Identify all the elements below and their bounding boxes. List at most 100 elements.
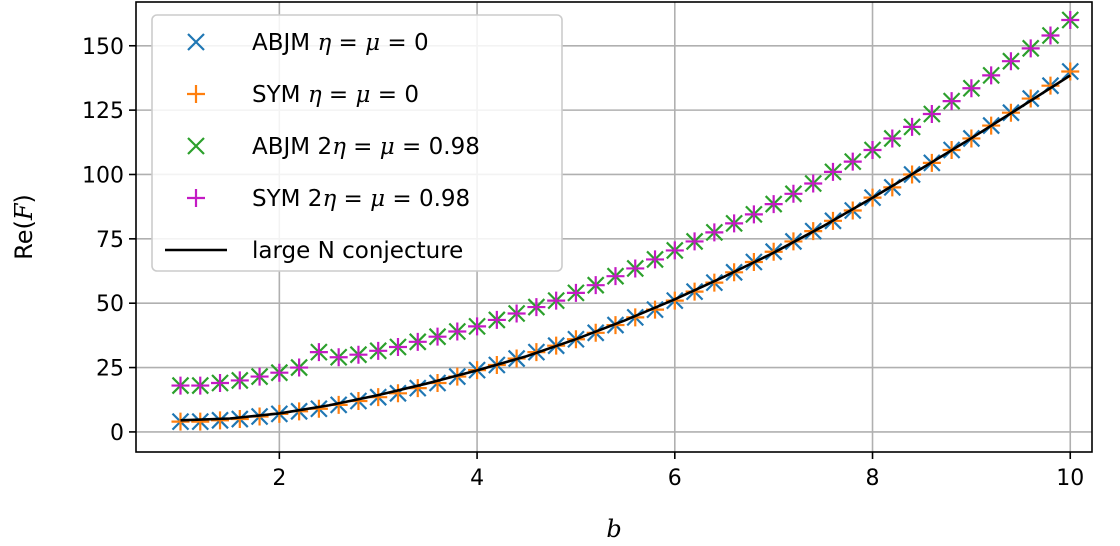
data-point <box>191 376 210 395</box>
data-point <box>1061 62 1080 81</box>
y-axis-label-prefix: Re( <box>10 220 38 260</box>
legend-label-part: η <box>322 186 336 212</box>
y-tick-label: 0 <box>110 421 124 446</box>
x-tick-label: 6 <box>668 466 682 491</box>
legend-label-part: = 0.98 <box>385 186 470 212</box>
data-point <box>171 376 190 395</box>
series-5 <box>180 74 1071 422</box>
data-point <box>270 363 289 382</box>
legend-marker <box>187 85 205 103</box>
data-point <box>448 322 467 341</box>
legend-item: ABJM 2η = μ = 0.98 <box>187 134 480 160</box>
data-point <box>843 152 862 171</box>
legend-label-part: = 0 <box>370 82 419 108</box>
y-axis-label-var: F <box>10 202 38 221</box>
x-tick-label: 4 <box>470 466 484 491</box>
data-point <box>507 304 526 323</box>
legend-marker <box>187 137 205 155</box>
legend-item: SYM η = μ = 0 <box>187 82 419 108</box>
x-axis: 2 4 6 8 10 <box>272 452 1084 491</box>
data-point <box>369 341 388 360</box>
axes-frame <box>135 1 1093 453</box>
legend-label-part: μ <box>356 82 371 108</box>
data-point <box>191 412 210 431</box>
legend-label-part: = <box>336 186 370 212</box>
data-point <box>250 367 269 386</box>
legend-frame <box>151 14 563 272</box>
legend-label: large N conjecture <box>252 238 463 264</box>
legend-label-part: ABJM 2 <box>252 134 332 160</box>
legend-label-part: η <box>332 134 346 160</box>
x-axis-label: b <box>606 515 621 543</box>
data-point <box>626 259 645 278</box>
data-point <box>1021 89 1040 108</box>
legend-label: SYM η = μ = 0 <box>252 82 419 108</box>
data-point <box>329 348 348 367</box>
legend-label-part: = 0.98 <box>395 134 480 160</box>
data-point <box>784 184 803 203</box>
data-point <box>211 374 230 393</box>
data-point <box>547 291 566 310</box>
data-point <box>290 358 309 377</box>
legend-label-part: η <box>308 82 322 108</box>
data-point <box>922 104 941 123</box>
data-point <box>962 79 981 98</box>
plot-area <box>171 11 1080 431</box>
legend-label: SYM 2η = μ = 0.98 <box>252 186 470 212</box>
data-point <box>408 332 427 351</box>
data-point <box>388 337 407 356</box>
data-point <box>487 310 506 329</box>
data-point <box>230 371 249 390</box>
data-point <box>566 283 585 302</box>
x-tick-label: 10 <box>1056 466 1084 491</box>
y-tick-label: 100 <box>82 163 124 188</box>
data-point <box>646 250 665 269</box>
legend-label-part: = <box>331 30 365 56</box>
x-tick-label: 8 <box>866 466 880 491</box>
data-point <box>309 343 328 362</box>
data-point <box>388 384 407 403</box>
y-tick-label: 125 <box>82 99 124 124</box>
legend-marker <box>187 33 205 51</box>
data-point <box>982 66 1001 85</box>
series-4 <box>171 11 1080 395</box>
legend-label-part: = <box>322 82 356 108</box>
data-point <box>1041 26 1060 45</box>
data-point <box>1001 52 1020 71</box>
data-point <box>823 162 842 181</box>
legend-label-part: = <box>346 134 380 160</box>
data-point <box>428 327 447 346</box>
data-point <box>804 174 823 193</box>
legend-label-part: μ <box>370 186 385 212</box>
legend-label-part: μ <box>365 30 380 56</box>
data-point <box>685 232 704 251</box>
legend-label-part: = 0 <box>380 30 429 56</box>
data-point <box>725 214 744 233</box>
legend-item: large N conjecture <box>165 238 463 264</box>
y-tick-label: 150 <box>82 35 124 60</box>
legend-label-part: η <box>317 30 331 56</box>
data-point <box>744 205 763 224</box>
legend-label-part: SYM 2 <box>252 186 322 212</box>
data-point <box>606 267 625 286</box>
x-tick-label: 2 <box>272 466 286 491</box>
legend-label-part: ABJM <box>252 30 317 56</box>
y-tick-label: 75 <box>96 228 124 253</box>
legend-item: ABJM η = μ = 0 <box>187 30 429 56</box>
data-point <box>349 345 368 364</box>
data-point <box>883 129 902 148</box>
data-point <box>863 141 882 160</box>
data-point <box>171 412 190 431</box>
data-point <box>468 317 487 336</box>
data-point <box>586 276 605 295</box>
data-point <box>1021 39 1040 58</box>
data-point <box>665 241 684 260</box>
data-point <box>764 195 783 214</box>
legend-label-part: μ <box>380 134 395 160</box>
legend-label: ABJM 2η = μ = 0.98 <box>252 134 480 160</box>
y-tick-label: 50 <box>96 292 124 317</box>
legend-item: SYM 2η = μ = 0.98 <box>187 186 470 212</box>
legend-label: ABJM η = μ = 0 <box>252 30 429 56</box>
